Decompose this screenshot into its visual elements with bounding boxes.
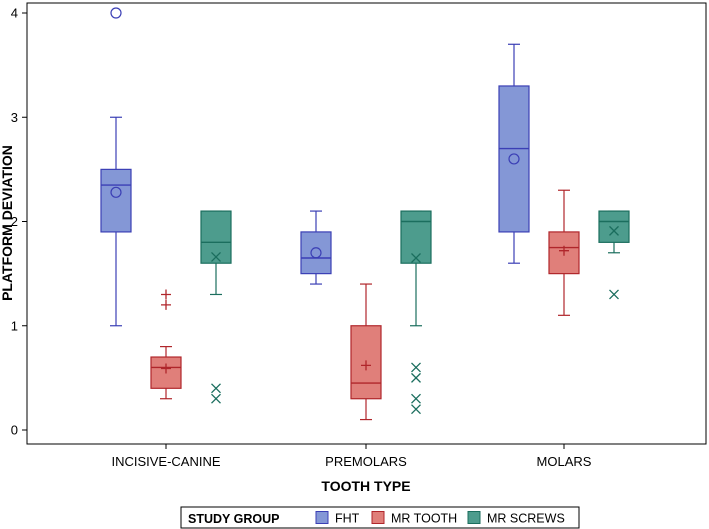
outlier-marker: [211, 393, 221, 404]
mean-marker: [559, 245, 569, 256]
y-tick-label: 1: [11, 318, 18, 333]
outlier-marker: [609, 289, 619, 300]
y-tick-label: 2: [11, 214, 18, 229]
iqr-box: [498, 85, 530, 233]
box-series-group: [100, 7, 630, 421]
mean-marker: [310, 247, 322, 259]
box-fht: [498, 43, 530, 264]
x-tick-label: PREMOLARS: [325, 454, 407, 469]
mean-marker: [110, 186, 122, 198]
outlier-marker: [411, 404, 421, 415]
x-tick-label: MOLARS: [537, 454, 592, 469]
mean-marker: [508, 153, 520, 165]
outlier-marker: [411, 393, 421, 404]
mean-marker: [161, 363, 171, 374]
y-tick-label: 3: [11, 110, 18, 125]
iqr-box: [300, 231, 332, 275]
legend-label: FHT: [335, 512, 360, 526]
x-tick-label: INCISIVE-CANINE: [111, 454, 220, 469]
outlier-marker: [211, 383, 221, 394]
outlier-marker: [411, 372, 421, 383]
box-fht: [300, 210, 332, 285]
outlier-marker: [161, 299, 171, 310]
legend-label: MR TOOTH: [391, 512, 457, 526]
mean-marker: [361, 360, 371, 371]
box-mr-tooth: [350, 283, 382, 421]
y-axis: 0 1 2 3 4: [11, 6, 27, 438]
legend: STUDY GROUP FHT MR TOOTH MR SCREWS: [180, 506, 580, 529]
box-mr-screws: [400, 210, 432, 415]
legend-label: MR SCREWS: [487, 512, 565, 526]
x-axis: INCISIVE-CANINE PREMOLARS MOLARS: [111, 444, 592, 469]
mean-marker: [411, 253, 421, 263]
x-axis-label: TOOTH TYPE: [321, 478, 410, 494]
legend-swatch: [315, 511, 329, 524]
iqr-box: [100, 168, 132, 233]
box-mr-tooth: [548, 189, 580, 316]
outlier-marker: [110, 7, 122, 19]
y-tick-label: 0: [11, 423, 18, 438]
legend-swatch: [371, 511, 385, 524]
box-mr-screws: [200, 210, 232, 404]
outlier-marker: [411, 362, 421, 373]
box-fht: [100, 7, 132, 327]
legend-title: STUDY GROUP: [188, 512, 279, 526]
box-mr-screws: [598, 210, 630, 300]
y-tick-label: 4: [11, 6, 18, 21]
iqr-box: [598, 210, 630, 243]
mean-marker: [211, 251, 221, 262]
y-axis-label: PLATFORM DEVIATION: [0, 145, 15, 301]
mean-marker: [609, 225, 619, 236]
outlier-marker: [161, 289, 171, 300]
legend-frame: [180, 506, 580, 529]
legend-swatch: [467, 511, 481, 524]
iqr-box: [200, 210, 232, 264]
iqr-box: [400, 210, 432, 264]
box-mr-tooth: [150, 289, 182, 400]
